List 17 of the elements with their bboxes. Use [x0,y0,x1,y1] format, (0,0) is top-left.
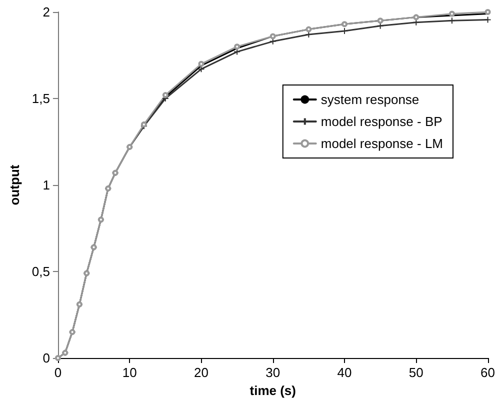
x-tick-label: 10 [122,365,137,380]
x-axis-title: time (s) [250,383,296,398]
legend-label: model response - LM [320,136,444,151]
y-tick-label: 1,5 [32,91,50,106]
x-tick-label: 50 [408,365,424,380]
legend-label: system response [320,92,420,107]
legend-label: model response - BP [320,114,442,129]
x-tick-label: 20 [194,365,208,380]
x-tick-label: 30 [266,365,280,380]
x-tick-label: 40 [337,365,352,380]
x-tick-label: 60 [480,365,496,380]
y-axis-title: output [7,164,22,206]
y-tick-label: 0 [42,350,50,366]
y-tick-label: 0,5 [32,264,50,279]
x-tick-label: 0 [54,365,62,380]
y-tick-label: 1 [42,178,50,192]
y-tick-label: 2 [42,4,50,20]
